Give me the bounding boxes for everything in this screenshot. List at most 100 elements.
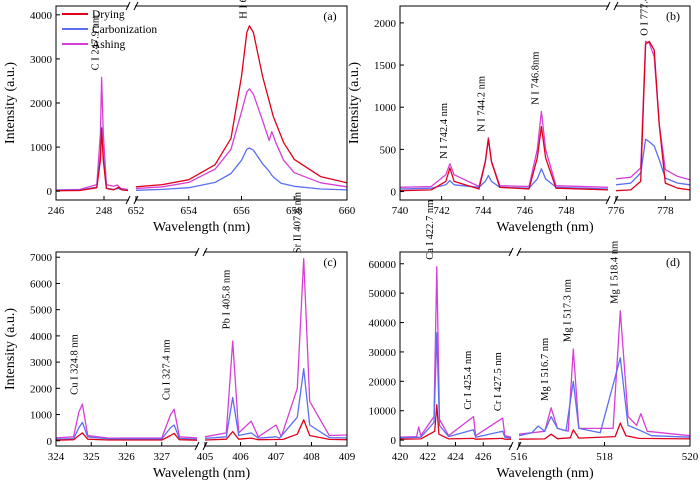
x-tick-label: 248 — [96, 205, 113, 217]
y-axis-label: Intensity (a.u.) — [3, 62, 18, 144]
x-tick-label: 748 — [558, 205, 575, 217]
x-tick-label: 744 — [475, 205, 492, 217]
y-tick-label: 1000 — [30, 410, 53, 422]
axis-break-gap — [512, 250, 518, 254]
series-line-carbonization-1 — [400, 332, 512, 439]
series-line-carbonization-2 — [135, 147, 347, 191]
y-tick-label: 4000 — [30, 10, 53, 22]
y-tick-label: 2000 — [30, 383, 53, 395]
series-lines — [400, 266, 690, 440]
series-line-ashing-2 — [518, 310, 690, 437]
legend-label-ashing: Ashing — [92, 39, 125, 51]
x-tick-label: 746 — [517, 205, 534, 217]
peak-annotation: Sr II 407.8 nm — [292, 192, 303, 253]
x-tick-label: 408 — [303, 451, 320, 463]
axis-break-mark — [613, 1, 619, 11]
x-tick-label: 520 — [682, 451, 699, 463]
y-tick-label: 3000 — [30, 357, 53, 369]
peak-annotation: Mg I 518.4 nm — [609, 241, 620, 304]
x-tick-label: 740 — [392, 205, 409, 217]
y-axis-label: Intensity (a.u.) — [347, 62, 362, 144]
legend-label-drying: Drying — [92, 9, 125, 21]
axis-break-mark — [508, 247, 514, 257]
legend-label-carbonization: Carbonization — [92, 24, 157, 36]
x-axis-label: Wavelength (nm) — [496, 466, 594, 481]
x-axis-label: Wavelength (nm) — [496, 220, 594, 235]
axis-break-mark — [194, 247, 200, 257]
peak-annotation: H I 656.3 nm — [238, 0, 249, 19]
x-tick-label: 327 — [154, 451, 171, 463]
peak-annotation: Cu I 327.4 nm — [161, 339, 172, 400]
x-tick-label: 246 — [48, 205, 65, 217]
y-tick-label: 6000 — [30, 278, 53, 290]
axis-break-gap — [198, 444, 204, 448]
panel-a: 0 1000 2000 3000 4000 246 248 652 654 656 658 660 Wa… — [3, 0, 356, 235]
y-tick-label: 2000 — [374, 18, 397, 30]
y-tick-label: 1000 — [374, 102, 397, 114]
x-tick-label: 409 — [339, 451, 356, 463]
y-tick-label: 4000 — [30, 331, 53, 343]
y-tick-label: 60000 — [369, 259, 397, 271]
series-line-ashing-1 — [56, 403, 198, 439]
series-line-carbonization-2 — [518, 357, 690, 438]
panel-label: (a) — [323, 9, 336, 23]
panel-label: (b) — [666, 9, 680, 23]
y-tick-label: 2000 — [30, 98, 53, 110]
y-tick-label: 0 — [47, 436, 53, 448]
axis-break-mark — [194, 441, 200, 451]
plot-frame — [399, 251, 691, 447]
y-tick-label: 30000 — [369, 347, 397, 359]
axis-break-gap — [609, 4, 615, 8]
plot-frame — [55, 251, 348, 447]
panel-d: 0 10000 20000 30000 40000 50000 60000 420 422 424… — [369, 200, 699, 481]
x-tick-label: 776 — [608, 205, 625, 217]
y-tick-label: 40000 — [369, 318, 397, 330]
peak-annotation: Mg I 517.3 nm — [562, 279, 573, 342]
axis-break-mark — [125, 195, 131, 205]
axis-break-mark — [508, 441, 514, 451]
axis-break-mark — [516, 247, 522, 257]
x-tick-label: 654 — [181, 205, 198, 217]
series-line-drying-1 — [400, 125, 609, 192]
axis-break-mark — [605, 195, 611, 205]
y-axis-label: Intensity (a.u.) — [3, 308, 18, 390]
axis-break-mark — [605, 1, 611, 11]
y-tick-label: 20000 — [369, 376, 397, 388]
series-line-carbonization-1 — [56, 126, 129, 191]
x-tick-label: 422 — [420, 451, 437, 463]
series-line-drying-1 — [400, 404, 511, 440]
peak-annotation: Cr I 427.5 nm — [493, 352, 504, 411]
x-tick-label: 324 — [48, 451, 65, 463]
x-tick-label: 778 — [657, 205, 674, 217]
y-tick-label: 1500 — [374, 60, 397, 72]
peak-annotation: O I 777.4 nm — [640, 0, 651, 36]
series-line-drying-2 — [615, 40, 690, 192]
series-line-carbonization-2 — [204, 368, 347, 440]
series-lines — [56, 257, 347, 441]
plot-frame — [399, 5, 691, 201]
x-tick-label: 518 — [596, 451, 613, 463]
peak-annotation: N I 744.2 nm — [476, 76, 487, 132]
series-lines — [400, 40, 690, 192]
peak-annotation: Mg I 516.7 nm — [540, 338, 551, 401]
x-tick-label: 660 — [339, 205, 356, 217]
x-tick-label: 325 — [83, 451, 100, 463]
axis-break-mark — [125, 1, 131, 11]
x-axis-label: Wavelength (nm) — [153, 220, 251, 235]
x-tick-label: 658 — [286, 205, 303, 217]
axis-break-gap — [129, 4, 135, 8]
peak-annotation: Ca I 422.7 nm — [425, 200, 436, 260]
x-tick-label: 426 — [475, 451, 492, 463]
x-tick-label: 742 — [433, 205, 450, 217]
series-line-ashing-1 — [400, 110, 609, 188]
peak-annotation: Pb I 405.8 nm — [222, 270, 233, 330]
series-line-ashing-2 — [615, 40, 690, 181]
series-line-carbonization-2 — [615, 138, 690, 186]
x-tick-label: 406 — [232, 451, 249, 463]
x-tick-label: 656 — [233, 205, 250, 217]
y-tick-label: 0 — [391, 187, 397, 199]
series-line-carbonization-1 — [400, 168, 609, 190]
y-tick-label: 1000 — [30, 142, 53, 154]
x-axis-label: Wavelength (nm) — [153, 466, 251, 481]
y-tick-label: 10000 — [369, 406, 397, 418]
